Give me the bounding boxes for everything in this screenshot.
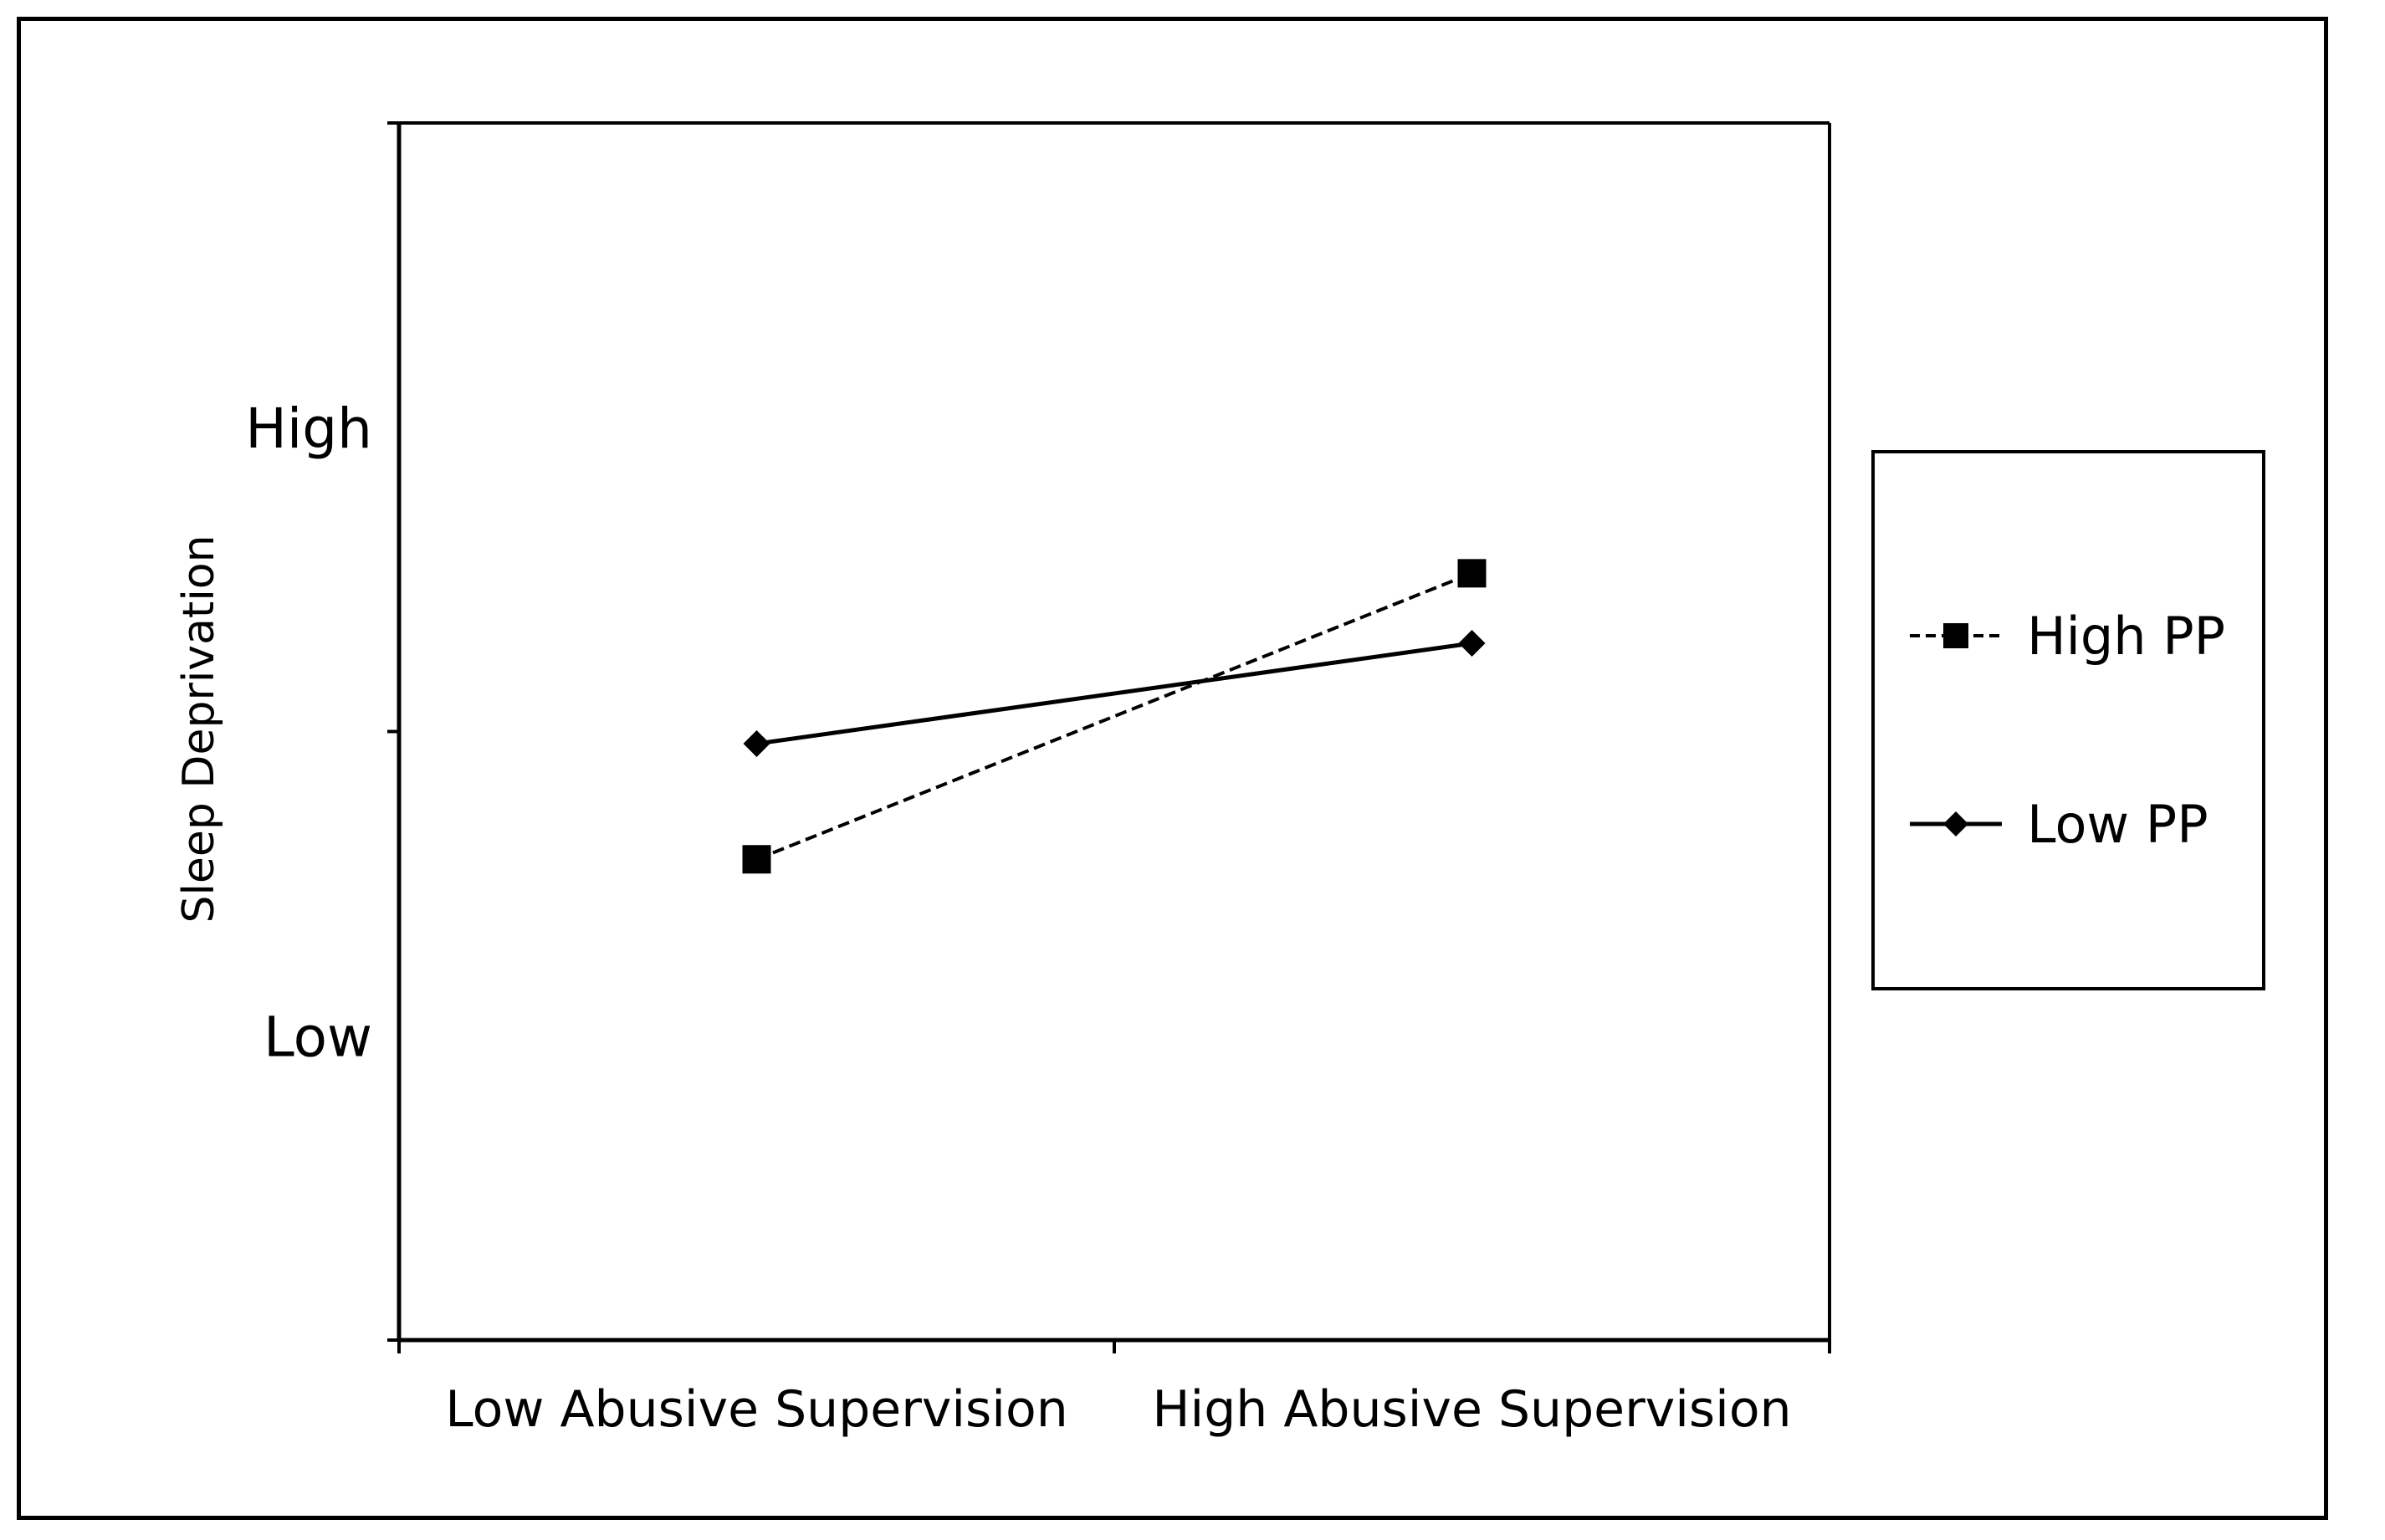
legend-entry-low-pp: Low PP <box>1910 794 2208 855</box>
axes <box>387 121 1831 1353</box>
series-line-high-pp <box>755 571 1473 862</box>
legend-marker-low-pp <box>1943 811 1968 837</box>
point-low-pp-0 <box>743 730 770 758</box>
y-tick-label-low: Low <box>264 1005 372 1069</box>
point-high-pp-0 <box>742 845 771 874</box>
legend-label-low-pp: Low PP <box>2027 794 2208 855</box>
point-low-pp-1 <box>1458 630 1486 657</box>
labels-layer: High Low Low Abusive Supervision High Abusi… <box>174 397 1792 1439</box>
point-high-pp-1 <box>1457 559 1487 588</box>
legend: High PP Low PP <box>1871 450 2265 990</box>
legend-entry-high-pp: High PP <box>1910 606 2225 667</box>
x-category-label-0: Low Abusive Supervision <box>445 1380 1067 1439</box>
series-low-pp <box>743 630 1486 758</box>
x-category-label-1: High Abusive Supervision <box>1152 1380 1791 1439</box>
legend-box <box>1871 450 2265 990</box>
y-tick-label-high: High <box>245 397 372 461</box>
y-axis-title: Sleep Deprivation <box>174 535 224 923</box>
series-high-pp <box>742 559 1487 874</box>
legend-marker-high-pp <box>1943 623 1968 648</box>
series-layer <box>742 559 1487 874</box>
legend-label-high-pp: High PP <box>2027 606 2225 667</box>
series-line-low-pp <box>756 641 1472 746</box>
